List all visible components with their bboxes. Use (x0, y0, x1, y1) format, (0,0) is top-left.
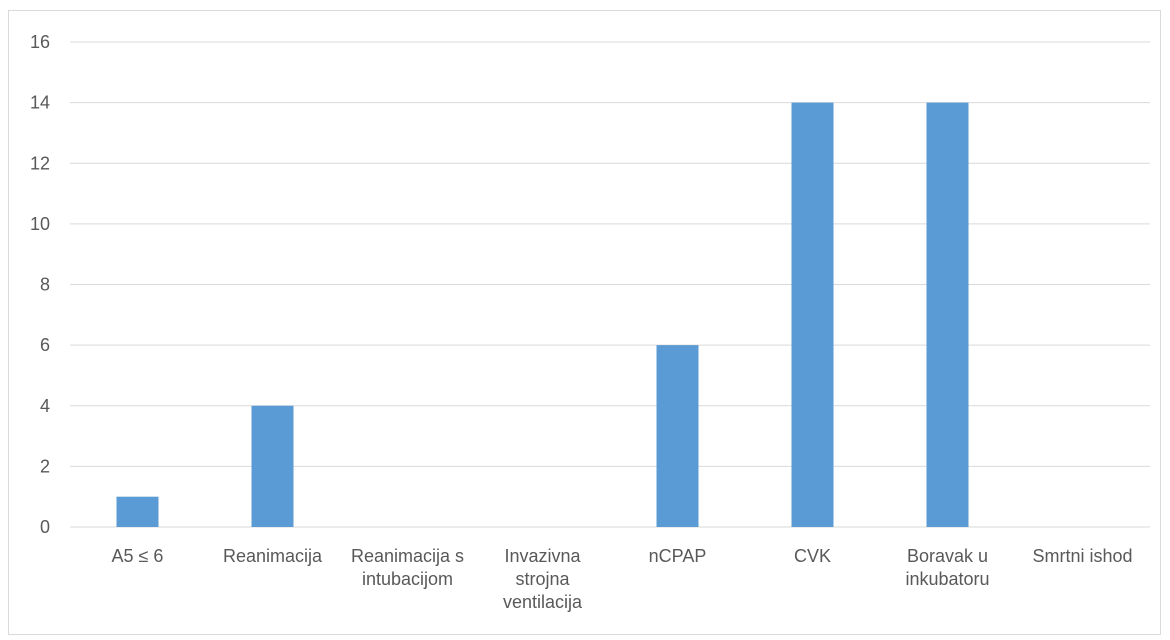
x-tick-label-line: ventilacija (503, 592, 583, 612)
y-tick-label: 16 (30, 32, 50, 52)
x-tick-label-line: intubacijom (362, 569, 453, 589)
x-tick-label: Reanimacija (223, 546, 323, 566)
bars (116, 102, 969, 527)
x-tick-label-line: Smrtni ishod (1032, 546, 1132, 566)
x-tick-label-line: Reanimacija s (351, 546, 464, 566)
bar (656, 345, 699, 527)
bar (791, 102, 834, 527)
bar (116, 496, 159, 527)
x-tick-label: Invazivna strojna ventilacija (503, 546, 583, 612)
y-tick-label: 14 (30, 93, 50, 113)
x-tick-label-line: CVK (794, 546, 831, 566)
x-axis-ticks: A5 ≤ 6 Reanimacija Reanimacija s intubacijo… (112, 546, 1133, 612)
y-tick-label: 6 (40, 335, 50, 355)
x-tick-label-line: Reanimacija (223, 546, 323, 566)
x-tick-label-line: inkubatoru (905, 569, 989, 589)
y-tick-label: 0 (40, 517, 50, 537)
y-tick-label: 10 (30, 214, 50, 234)
bar (251, 405, 294, 527)
bar (926, 102, 969, 527)
x-tick-label: CVK (794, 546, 831, 566)
y-tick-label: 4 (40, 396, 50, 416)
x-tick-label-line: Boravak u (907, 546, 988, 566)
y-tick-label: 12 (30, 153, 50, 173)
x-tick-label: Boravak u inkubatoru (905, 546, 989, 589)
x-tick-label: A5 ≤ 6 (112, 546, 164, 566)
x-tick-label-line: A5 ≤ 6 (112, 546, 164, 566)
x-tick-label-line: Invazivna (504, 546, 581, 566)
y-tick-label: 2 (40, 456, 50, 476)
x-tick-label: Reanimacija s intubacijom (351, 546, 464, 589)
x-tick-label: Smrtni ishod (1032, 546, 1132, 566)
x-tick-label: nCPAP (649, 546, 707, 566)
x-tick-label-line: nCPAP (649, 546, 707, 566)
y-axis-ticks: 0 2 4 6 8 10 12 14 16 (30, 32, 50, 537)
x-tick-label-line: strojna (515, 569, 570, 589)
chart-frame (8, 10, 1161, 635)
y-tick-label: 8 (40, 275, 50, 295)
gridlines (70, 41, 1150, 528)
